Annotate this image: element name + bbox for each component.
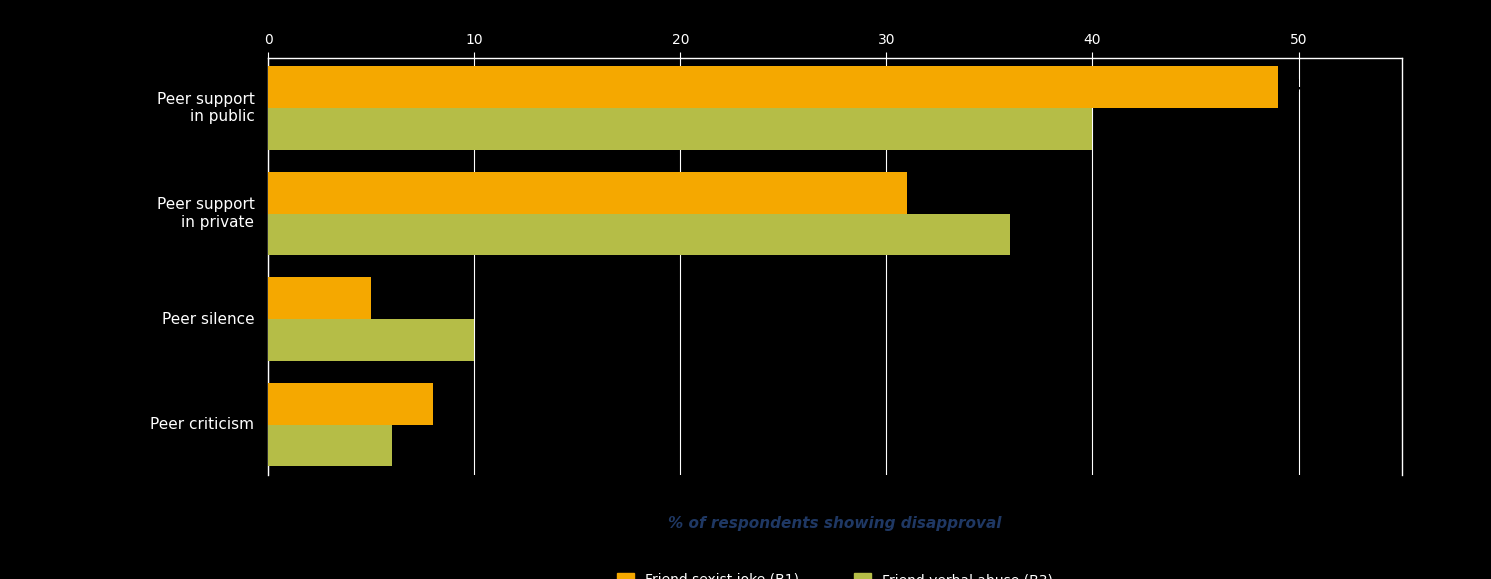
Text: 5: 5: [382, 289, 394, 307]
Bar: [268, 214, 1009, 255]
Bar: [268, 383, 434, 424]
Text: % of respondents showing disapproval: % of respondents showing disapproval: [668, 516, 1002, 532]
Bar: [268, 66, 1278, 108]
Text: 10: 10: [485, 331, 510, 349]
Text: 8: 8: [443, 395, 456, 413]
Bar: [268, 319, 474, 361]
Bar: [268, 277, 371, 319]
Text: 49: 49: [1288, 78, 1314, 96]
Legend: Friend sexist joke (B1), Friend verbal abuse (B3): Friend sexist joke (B1), Friend verbal a…: [611, 567, 1059, 579]
Bar: [268, 172, 907, 214]
Text: 40: 40: [1103, 120, 1127, 138]
Text: 36: 36: [1020, 225, 1045, 244]
Bar: [268, 424, 392, 467]
Text: 6: 6: [403, 437, 414, 455]
Text: 31: 31: [917, 184, 942, 201]
Bar: [268, 108, 1093, 150]
